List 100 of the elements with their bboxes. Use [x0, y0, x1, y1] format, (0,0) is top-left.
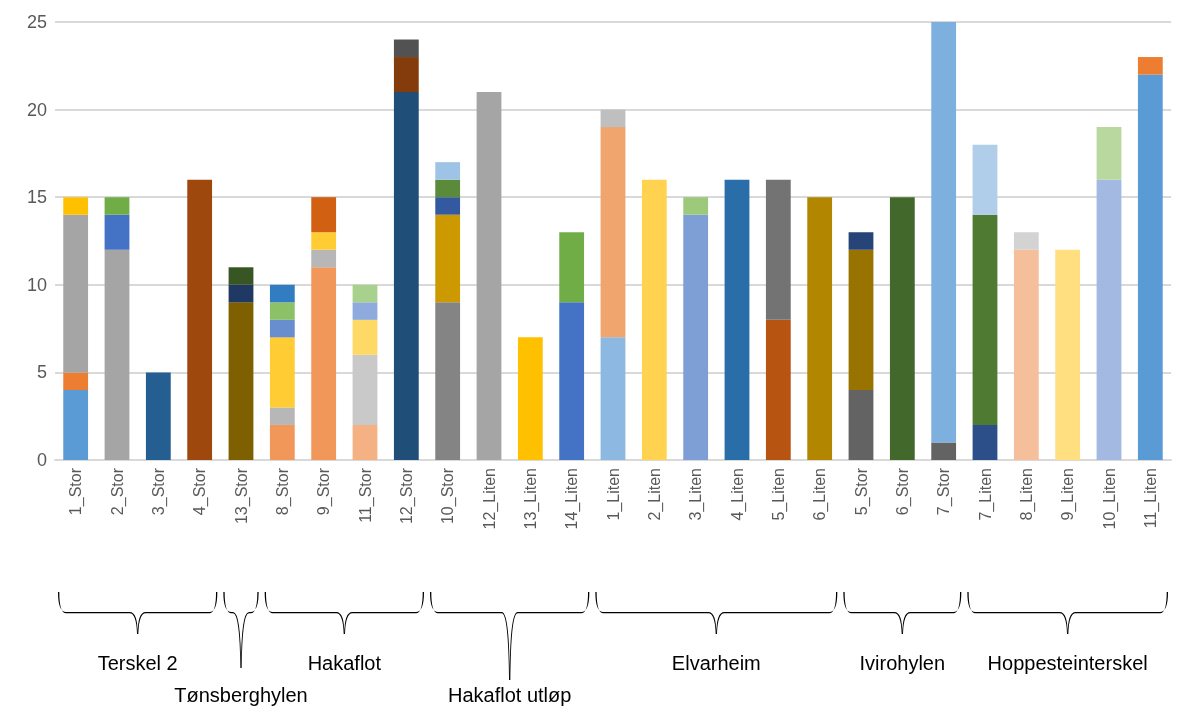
x-tick-label: 7_Liten	[976, 468, 995, 521]
x-tick-label: 13_Liten	[521, 468, 540, 530]
bar	[476, 92, 502, 460]
bar	[104, 214, 130, 250]
x-tick-label: 14_Liten	[563, 468, 582, 530]
bar	[765, 179, 791, 320]
text: Hakaflot utløp	[447, 684, 572, 706]
bar	[848, 389, 874, 460]
x-tick-label: 4_Liten	[728, 468, 747, 521]
x-tick-label: 1_Stor	[67, 467, 86, 516]
bar	[187, 179, 213, 460]
x-tick-label: 4_Stor	[191, 467, 210, 516]
x-tick-label: 3_Liten	[687, 468, 706, 521]
y-tick-label: 25	[26, 12, 47, 32]
bar	[311, 267, 337, 460]
bar	[1137, 74, 1163, 460]
bar	[269, 407, 295, 425]
bar	[269, 284, 295, 303]
bar	[63, 372, 89, 390]
x-tick-label: 1_Liten	[604, 468, 623, 521]
y-tick-label: 5	[36, 362, 47, 383]
bar	[724, 179, 750, 460]
bar	[435, 162, 461, 180]
bar	[311, 197, 337, 233]
x-tick-label: 5_Stor	[852, 467, 871, 516]
bar	[228, 267, 254, 285]
text: Hoppesteinterskel	[987, 652, 1148, 674]
x-tick-label: 10_Stor	[439, 467, 458, 525]
bar	[435, 197, 461, 215]
bar	[972, 424, 998, 460]
bar	[848, 249, 874, 390]
x-tick-label: 11_Liten	[1141, 468, 1160, 529]
bar	[1137, 57, 1163, 75]
bar	[559, 232, 585, 303]
bar	[269, 424, 295, 460]
y-tick-label: 15	[26, 187, 47, 208]
text: Ivirohylen	[859, 652, 946, 674]
x-tick-label: 10_Liten	[1100, 468, 1119, 530]
bar	[683, 197, 709, 215]
text: Terskel 2	[97, 652, 178, 674]
bar	[1055, 249, 1081, 460]
bar	[269, 302, 295, 320]
x-tick-label: 9_Stor	[315, 467, 334, 516]
bar	[435, 302, 461, 460]
bar	[352, 424, 378, 460]
bar	[765, 319, 791, 460]
x-tick-label: 3_Stor	[149, 467, 168, 516]
x-tick-label: 13_Stor	[232, 467, 251, 525]
bar	[1013, 249, 1039, 460]
bar	[352, 302, 378, 320]
bar	[972, 214, 998, 425]
y-tick-label: 0	[36, 450, 47, 470]
bar	[1096, 179, 1122, 460]
bar	[352, 319, 378, 355]
bar	[228, 284, 254, 303]
bar	[393, 57, 419, 93]
text: Elvarheim	[671, 652, 761, 674]
bar	[435, 214, 461, 303]
bar	[1013, 232, 1039, 250]
bar	[889, 197, 915, 460]
x-tick-label: 11_Stor	[356, 467, 375, 523]
bar	[63, 389, 89, 460]
x-tick-label: 5_Liten	[769, 468, 788, 521]
bar	[393, 92, 419, 460]
bar	[972, 144, 998, 215]
bar	[807, 197, 833, 460]
bar	[600, 337, 626, 460]
bar	[352, 284, 378, 303]
bar	[1096, 127, 1122, 180]
bar	[931, 22, 957, 443]
bar	[683, 214, 709, 460]
bar	[311, 232, 337, 250]
x-tick-label: 12_Stor	[397, 467, 416, 525]
y-tick-label: 20	[26, 99, 47, 120]
bar	[352, 354, 378, 425]
bar	[559, 302, 585, 460]
bar	[269, 337, 295, 408]
bar	[848, 232, 874, 250]
x-tick-label: 8_Liten	[1017, 468, 1036, 521]
bar	[269, 319, 295, 338]
bar	[63, 197, 89, 215]
bar	[435, 179, 461, 198]
bar	[393, 39, 419, 58]
bar	[641, 179, 667, 460]
bar	[931, 442, 957, 460]
bar	[600, 127, 626, 338]
bar	[228, 302, 254, 460]
bar	[600, 109, 626, 128]
x-tick-label: 2_Stor	[108, 467, 127, 516]
text: Hakaflot	[307, 652, 382, 674]
bar	[104, 249, 130, 460]
x-tick-label: 8_Stor	[273, 467, 292, 516]
bar	[311, 249, 337, 268]
x-tick-label: 6_Liten	[811, 468, 830, 521]
x-tick-label: 9_Liten	[1059, 468, 1078, 521]
text: Tønsberghylen	[174, 684, 308, 706]
x-tick-label: 2_Liten	[645, 468, 664, 521]
x-tick-label: 6_Stor	[893, 467, 912, 516]
x-tick-label: 7_Stor	[935, 467, 954, 516]
x-tick-label: 12_Liten	[480, 468, 499, 530]
